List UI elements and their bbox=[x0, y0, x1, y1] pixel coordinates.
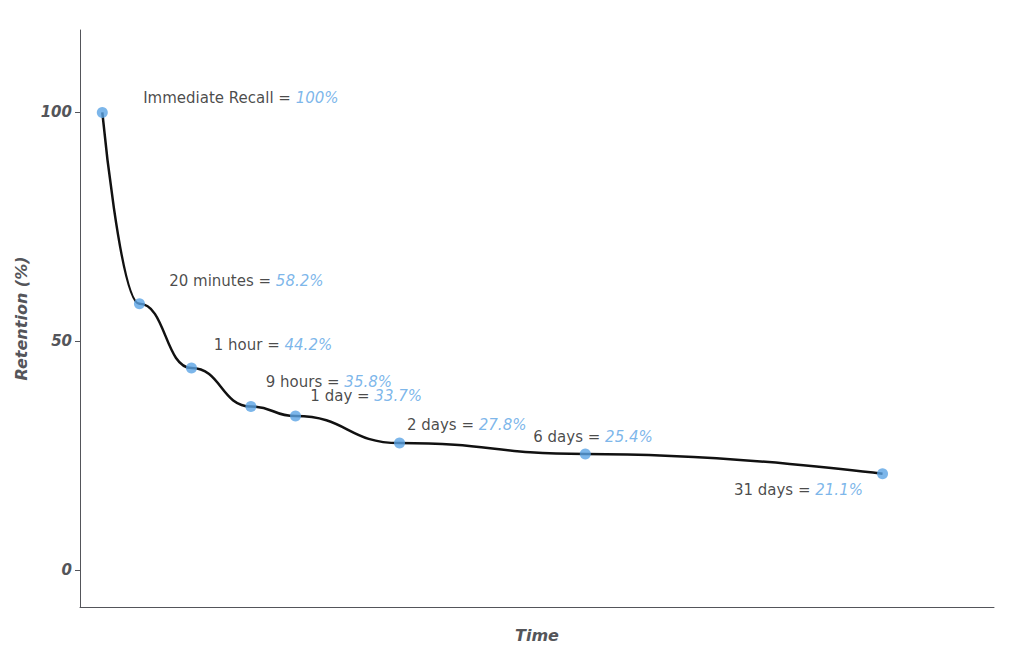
html-text:9 hours = 35.8%: 9 hours = 35.8% bbox=[265, 373, 392, 391]
svg-text:1 day =: 1 day = bbox=[310, 387, 374, 405]
svg-text:0: 0 bbox=[62, 561, 72, 579]
svg-text:6 days =: 6 days = bbox=[533, 428, 605, 446]
svg-text:58.2%: 58.2% bbox=[276, 272, 324, 290]
svg-text:33.7%: 33.7% bbox=[374, 387, 422, 405]
svg-text:2 days =: 2 days = bbox=[407, 416, 479, 434]
svg-text:Time: Time bbox=[515, 626, 559, 645]
svg-text:Immediate Recall =: Immediate Recall = bbox=[143, 89, 296, 107]
svg-text:100%: 100% bbox=[296, 89, 339, 107]
svg-text:20 minutes =: 20 minutes = bbox=[169, 272, 276, 290]
svg-text:27.8%: 27.8% bbox=[479, 416, 527, 434]
svg-text:44.2%: 44.2% bbox=[285, 336, 333, 354]
svg-text:1 hour =: 1 hour = bbox=[214, 336, 285, 354]
svg-text:Retention (%): Retention (%) bbox=[12, 256, 31, 380]
svg-text:25.4%: 25.4% bbox=[605, 428, 653, 446]
svg-text:50: 50 bbox=[51, 332, 72, 350]
svg-text:31 days =: 31 days = bbox=[734, 481, 815, 499]
svg-text:21.1%: 21.1% bbox=[815, 481, 863, 499]
svg-text:100: 100 bbox=[41, 103, 72, 121]
